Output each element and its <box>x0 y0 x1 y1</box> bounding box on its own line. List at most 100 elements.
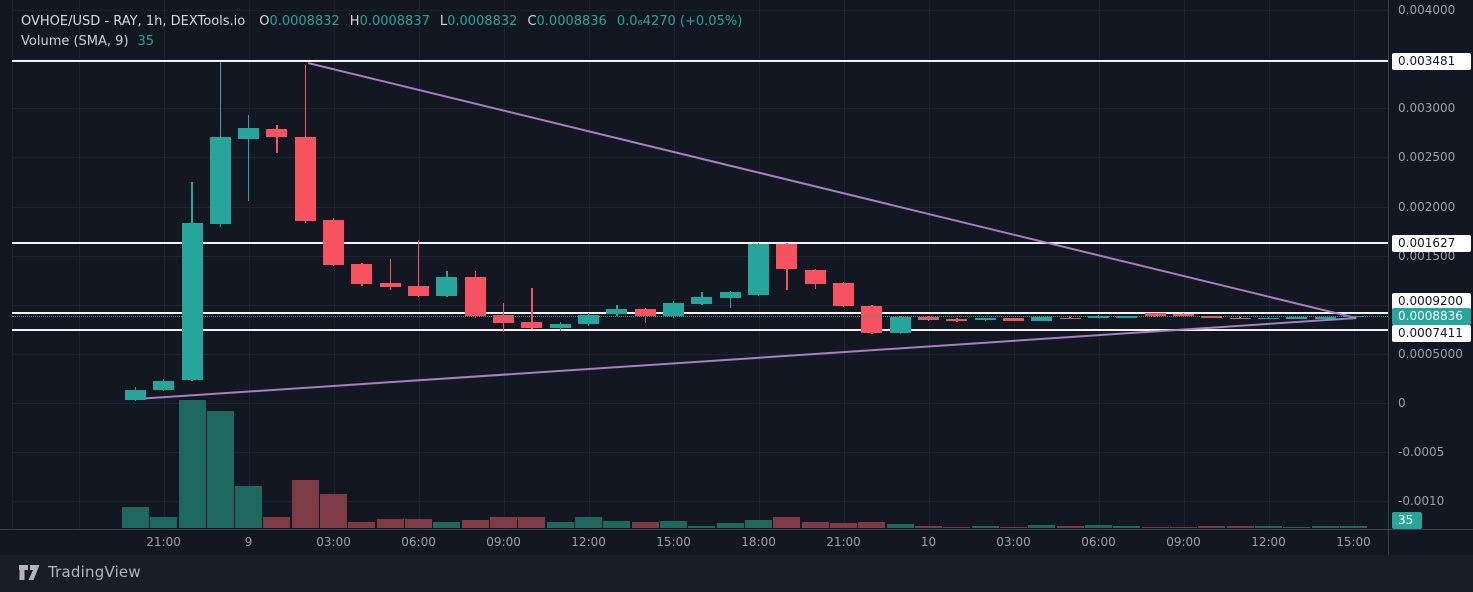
time-tick-label: 03:00 <box>316 535 351 549</box>
candle-body[interactable] <box>1229 317 1251 319</box>
horizontal-price-line[interactable] <box>12 329 1388 332</box>
price-tick-label: 0.0005000 <box>1398 346 1463 361</box>
volume-bar <box>716 523 744 528</box>
time-tick-label: 09:00 <box>486 535 521 549</box>
volume-bar <box>1311 526 1339 528</box>
candle-body[interactable] <box>351 264 373 284</box>
price-tick-label: 0.002000 <box>1398 199 1456 214</box>
candle-body[interactable] <box>1144 312 1166 317</box>
candle-body[interactable] <box>634 308 656 317</box>
volume-bar <box>1170 527 1197 528</box>
candle-body[interactable] <box>1286 316 1308 320</box>
candle-body[interactable] <box>946 319 968 322</box>
candle-body[interactable] <box>521 322 543 329</box>
candle-body[interactable] <box>1314 316 1336 319</box>
volume-bar <box>575 517 603 528</box>
price-line-badge: 0.003481 <box>1392 52 1471 70</box>
candle-body[interactable] <box>918 316 939 321</box>
candle-body[interactable] <box>408 286 430 296</box>
volume-bar <box>660 521 688 528</box>
tradingview-logo[interactable]: TradingView <box>18 563 141 581</box>
vertical-gridline <box>1268 0 1270 529</box>
volume-indicator-label[interactable]: Volume (SMA, 9) <box>21 34 129 49</box>
volume-bar <box>1056 526 1084 528</box>
volume-indicator-value: 35 <box>137 34 155 49</box>
volume-bar <box>178 400 206 528</box>
chart-canvas[interactable] <box>0 0 1388 529</box>
volume-bar <box>1283 527 1311 528</box>
volume-bar <box>858 522 886 528</box>
candle-body[interactable] <box>833 283 854 306</box>
symbol-title[interactable]: OVHOE/USD - RAY, 1h, DEXTools.io <box>21 14 246 29</box>
time-tick-label: 15:00 <box>656 535 691 549</box>
time-axis[interactable]: 21:00 9 03:00 06:00 09:00 12:00 15:00 18:00 21:0… <box>0 529 1388 555</box>
vertical-gridline <box>78 0 80 529</box>
candle-body[interactable] <box>436 277 458 296</box>
close-value: 0.0008836 <box>536 14 607 29</box>
candle-body[interactable] <box>549 324 571 329</box>
volume-bar <box>320 493 348 528</box>
vertical-gridline <box>503 0 505 529</box>
candle-body[interactable] <box>1258 317 1279 319</box>
candle-body[interactable] <box>748 243 770 295</box>
candle-body[interactable] <box>464 277 486 317</box>
low-label: L <box>439 14 448 29</box>
candle-wick <box>247 115 250 202</box>
horizontal-price-line[interactable] <box>12 311 1388 314</box>
volume-bar <box>830 523 857 528</box>
volume-bar <box>235 485 263 528</box>
candle-body[interactable] <box>379 283 401 287</box>
horizontal-price-line[interactable] <box>12 60 1388 62</box>
volume-bar <box>546 522 574 528</box>
volume-bar <box>801 522 829 528</box>
horizontal-gridline <box>12 452 1388 453</box>
candle-body[interactable] <box>691 296 713 304</box>
candle-body[interactable] <box>323 220 345 266</box>
vertical-gridline <box>1098 0 1100 529</box>
volume-bar <box>1000 527 1027 528</box>
candle-body[interactable] <box>719 291 741 298</box>
candle-body[interactable] <box>238 127 260 139</box>
candle-body[interactable] <box>1031 316 1053 322</box>
candle-body[interactable] <box>124 390 146 400</box>
vertical-gridline <box>1013 0 1015 529</box>
candle-body[interactable] <box>209 136 231 225</box>
candle-body[interactable] <box>266 128 288 137</box>
candle-body[interactable] <box>153 381 175 391</box>
volume-bar <box>1340 526 1367 528</box>
horizontal-price-line[interactable] <box>12 242 1388 245</box>
candle-body[interactable] <box>861 305 883 334</box>
indicator-row: Volume (SMA, 9) 35 <box>21 32 742 52</box>
volume-bar <box>943 527 971 528</box>
vertical-gridline <box>843 0 845 529</box>
candle-body[interactable] <box>578 314 600 325</box>
candle-body[interactable] <box>1003 318 1024 322</box>
candle-body[interactable] <box>181 223 203 381</box>
candle-body[interactable] <box>1173 313 1194 317</box>
open-label: O <box>259 14 270 29</box>
candle-body[interactable] <box>1059 317 1081 319</box>
vertical-gridline <box>1183 0 1185 529</box>
candle-wick <box>389 258 391 290</box>
volume-bar <box>631 522 659 528</box>
volume-bar <box>915 526 942 528</box>
vertical-gridline <box>163 0 165 529</box>
candle-body[interactable] <box>493 314 515 324</box>
time-tick-label: 06:00 <box>401 535 436 549</box>
price-tick-label: 0.001500 <box>1398 248 1456 263</box>
candle-body[interactable] <box>294 136 316 222</box>
candle-body[interactable] <box>804 270 826 285</box>
price-axis[interactable]: 0.004000 0.003000 0.002500 0.002000 0.001500… <box>1388 0 1473 555</box>
candle-body[interactable] <box>776 243 798 270</box>
candle-body[interactable] <box>606 308 628 315</box>
candle-body[interactable] <box>663 302 685 317</box>
high-label: H <box>349 14 360 29</box>
time-tick-label: 12:00 <box>1251 535 1286 549</box>
volume-bar <box>263 517 291 528</box>
candle-body[interactable] <box>889 316 911 334</box>
high-value: 0.0008837 <box>359 14 430 29</box>
volume-bar <box>150 517 178 528</box>
volume-bar <box>1028 525 1056 528</box>
candle-body[interactable] <box>974 318 996 321</box>
price-tick-label: 0 <box>1398 395 1406 410</box>
